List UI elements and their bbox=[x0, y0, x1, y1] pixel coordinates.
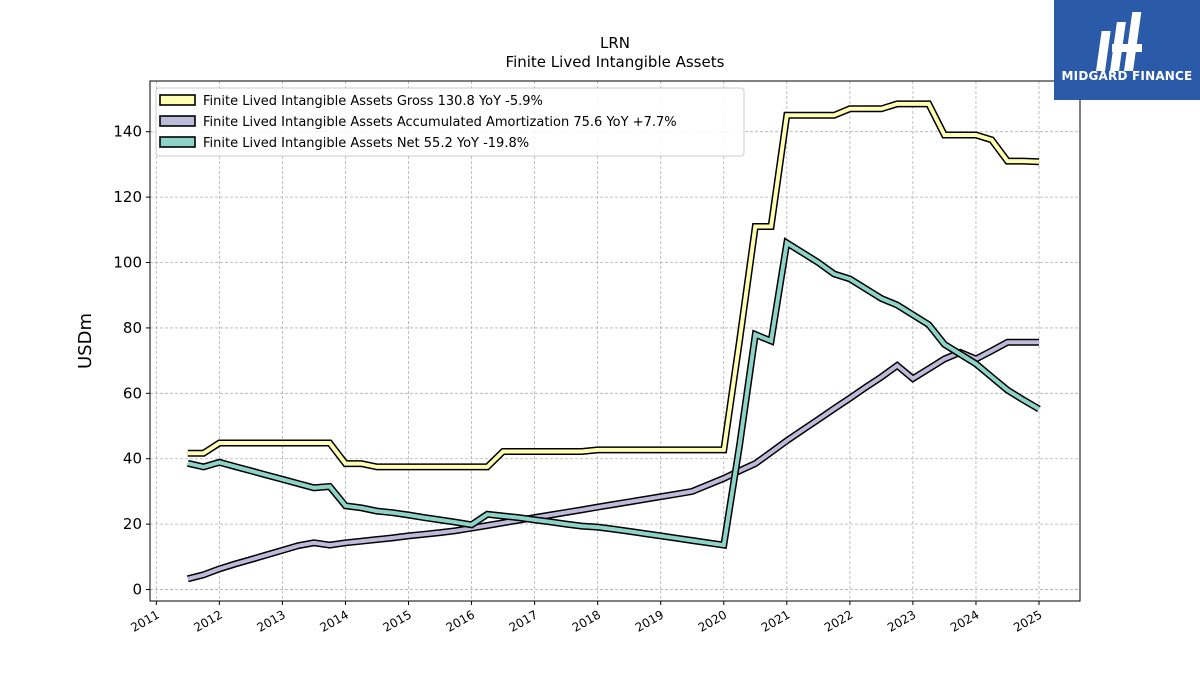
series-line-1 bbox=[187, 100, 1040, 471]
x-tick-label: 2015 bbox=[381, 607, 414, 634]
legend-item: Finite Lived Intangible Assets Accumulat… bbox=[159, 115, 677, 130]
x-tick-label: 2014 bbox=[318, 607, 351, 634]
brand-mark-icon bbox=[1096, 12, 1142, 71]
x-tick-label: 2016 bbox=[444, 607, 477, 634]
x-tick-label: 2024 bbox=[948, 607, 981, 634]
x-tick-label: 2023 bbox=[885, 607, 918, 634]
x-tick-label: 2011 bbox=[128, 607, 161, 634]
x-tick-label: 2019 bbox=[633, 607, 666, 634]
series-outline bbox=[187, 100, 1040, 471]
series-outline bbox=[187, 237, 1041, 550]
x-tick-label: 2021 bbox=[759, 607, 792, 634]
y-tick-label: 40 bbox=[123, 450, 142, 468]
y-tick-label: 0 bbox=[132, 581, 142, 599]
legend-swatch bbox=[159, 136, 196, 148]
series-stroke bbox=[187, 239, 1041, 548]
legend-item: Finite Lived Intangible Assets Gross 130… bbox=[159, 94, 543, 109]
x-tick-label: 2012 bbox=[191, 607, 224, 634]
brand-name: MIDGARD FINANCE bbox=[1061, 69, 1193, 83]
y-tick-label: 140 bbox=[113, 123, 142, 141]
legend-box bbox=[155, 87, 745, 157]
x-tick-label: 2022 bbox=[822, 607, 855, 634]
x-tick-label: 2018 bbox=[570, 607, 603, 634]
y-tick-label: 120 bbox=[113, 188, 142, 206]
legend-label: Finite Lived Intangible Assets Net 55.2 … bbox=[203, 136, 529, 151]
legend-swatch bbox=[159, 94, 196, 106]
legend-item: Finite Lived Intangible Assets Net 55.2 … bbox=[159, 136, 529, 151]
x-axis: 2011 2012 2013 2014 2015 2016 2017 2018 2019 2020… bbox=[128, 601, 1045, 635]
chart-title: LRN bbox=[600, 34, 630, 52]
y-tick-label: 60 bbox=[123, 384, 142, 402]
y-axis: 0 20 40 60 80 100 120 140 bbox=[113, 123, 150, 599]
x-tick-label: 2025 bbox=[1011, 607, 1044, 634]
series-layer bbox=[186, 100, 1041, 583]
y-tick-label: 80 bbox=[123, 319, 142, 337]
x-tick-label: 2013 bbox=[254, 607, 287, 634]
y-tick-label: 100 bbox=[113, 254, 142, 272]
legend-swatch bbox=[159, 115, 196, 127]
x-tick-label: 2017 bbox=[507, 607, 540, 634]
y-tick-label: 20 bbox=[123, 515, 142, 533]
brand-logo: MIDGARD FINANCE bbox=[1054, 0, 1200, 100]
series-line-3 bbox=[187, 237, 1041, 550]
y-axis-label: USDm bbox=[75, 313, 96, 369]
plot-area-frame bbox=[149, 80, 1081, 602]
legend-label: Finite Lived Intangible Assets Accumulat… bbox=[203, 115, 677, 130]
series-stroke bbox=[187, 101, 1040, 469]
x-tick-label: 2020 bbox=[696, 607, 729, 634]
legend-label: Finite Lived Intangible Assets Gross 130… bbox=[203, 94, 543, 109]
legend: Finite Lived Intangible Assets Gross 130… bbox=[155, 87, 745, 157]
series-line-2 bbox=[186, 338, 1039, 583]
chart-subtitle: Finite Lived Intangible Assets bbox=[506, 53, 725, 71]
series-stroke bbox=[187, 340, 1039, 581]
